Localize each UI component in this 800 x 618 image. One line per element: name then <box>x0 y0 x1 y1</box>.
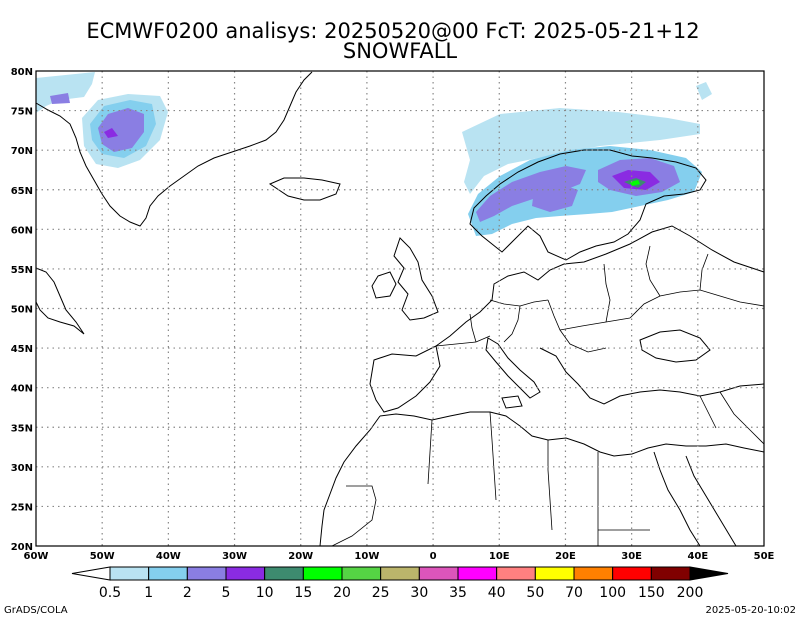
coast-british-isles <box>371 237 439 321</box>
coast-labrador <box>35 267 85 335</box>
lon-tick-label: 10E <box>489 551 510 562</box>
border-western-europe <box>435 263 631 353</box>
map-frame <box>35 70 765 547</box>
lon-tick-label: 60W <box>24 551 49 562</box>
lon-tick-label: 30W <box>222 551 247 562</box>
colorbar-label: 150 <box>638 585 665 601</box>
lat-tick-label: 70N <box>11 146 33 157</box>
colorbar-swatch <box>380 566 420 581</box>
lon-tick-label: 10W <box>354 551 379 562</box>
colorbar-label: 1 <box>144 585 153 601</box>
colorbar-swatch <box>302 566 343 581</box>
snow-area-greenland-nw-core <box>50 93 70 104</box>
lon-tick-label: 20W <box>288 551 313 562</box>
lon-tick-label: 30E <box>621 551 642 562</box>
lat-tick-label: 50N <box>11 305 33 316</box>
colorbar-label: 15 <box>294 585 312 601</box>
snow-area-greenland-nw <box>36 72 95 113</box>
colorbar-swatch <box>225 566 266 581</box>
colorbar-high-triangle <box>689 566 729 581</box>
colorbar-swatch <box>148 566 188 581</box>
colorbar-label: 5 <box>222 585 231 601</box>
lon-tick-label: 50E <box>754 551 775 562</box>
colorbar-swatch <box>650 566 691 581</box>
coast-west-africa <box>319 415 381 547</box>
lat-tick-label: 40N <box>11 384 33 395</box>
snow-area-greenland-east-5 <box>98 108 144 152</box>
axis-tick-labels: 60W 50W 40W 30W 20W 10W 0 10E 20E 30E 40E 50E 80N 75N… <box>11 67 775 562</box>
lon-tick-label: 40W <box>156 551 181 562</box>
lon-tick-label: 0 <box>430 551 437 562</box>
lat-tick-label: 80N <box>11 67 33 78</box>
lat-tick-label: 60N <box>11 225 33 236</box>
lat-tick-label: 45N <box>11 344 33 355</box>
map-panel <box>35 70 765 547</box>
snow-area-arctic-strip <box>696 82 712 100</box>
colorbar-label: 50 <box>526 585 544 601</box>
lon-tick-label: 20E <box>555 551 576 562</box>
snow-area-norwegian-sea <box>462 108 700 194</box>
map-title-line2: SNOWFALL <box>343 39 458 63</box>
border-eastern-europe <box>629 245 765 319</box>
colorbar-label: 20 <box>333 585 351 601</box>
snow-area-greenland-east-10 <box>104 128 118 138</box>
colorbar: 0.5 1 2 5 10 15 20 25 30 35 40 50 70 100 150 200 <box>71 566 729 601</box>
colorbar-swatch <box>341 566 382 581</box>
lat-lon-grid <box>36 71 764 546</box>
colorbar-swatch <box>496 566 536 581</box>
snow-area-kola-20 <box>630 180 640 186</box>
colorbar-label: 40 <box>488 585 506 601</box>
colorbar-swatch <box>109 566 150 581</box>
lat-tick-label: 20N <box>11 542 33 553</box>
snowfall-shading <box>36 72 712 236</box>
colorbar-label: 10 <box>256 585 274 601</box>
lat-tick-label: 30N <box>11 463 33 474</box>
colorbar-swatch <box>457 566 498 581</box>
map-title-line1: ECMWF0200 analisys: 20250520@00 FcT: 202… <box>86 19 699 43</box>
colorbar-label: 70 <box>565 585 583 601</box>
colorbar-label: 25 <box>372 585 390 601</box>
lon-tick-label: 50W <box>90 551 115 562</box>
coast-greenland <box>35 71 313 227</box>
colorbar-label: 100 <box>599 585 626 601</box>
footer-credit: GrADS/COLA <box>4 605 68 616</box>
coast-iberia <box>369 345 441 413</box>
colorbar-label: 30 <box>410 585 428 601</box>
colorbar-swatch <box>573 566 614 581</box>
coast-europe-mainland <box>435 225 765 347</box>
coast-iceland <box>268 177 341 201</box>
snow-area-scandinavia-5 <box>476 166 586 222</box>
coast-scandinavia <box>469 149 707 261</box>
colorbar-label: 35 <box>449 585 467 601</box>
border-north-africa <box>331 411 650 547</box>
colorbar-swatch <box>534 566 575 581</box>
colorbar-label: 200 <box>677 585 704 601</box>
lat-tick-label: 65N <box>11 186 33 197</box>
coast-italy <box>485 337 541 409</box>
colorbar-swatch <box>612 566 652 581</box>
coast-caspian-black-sea <box>639 329 711 363</box>
border-middle-east <box>699 391 765 445</box>
colorbar-swatch <box>418 566 459 581</box>
colorbar-low-triangle <box>71 566 111 581</box>
colorbar-swatch <box>264 566 304 581</box>
national-borders <box>331 245 765 547</box>
lat-tick-label: 75N <box>11 107 33 118</box>
lon-tick-label: 40E <box>687 551 708 562</box>
lat-tick-label: 25N <box>11 502 33 513</box>
snow-area-sweden-5 <box>532 184 578 212</box>
colorbar-label: 2 <box>183 585 192 601</box>
coast-balkans-turkey <box>539 347 765 405</box>
lat-tick-label: 35N <box>11 423 33 434</box>
coast-north-africa <box>379 411 765 457</box>
lat-tick-label: 55N <box>11 265 33 276</box>
colorbar-label: 0.5 <box>99 585 121 601</box>
footer-timestamp: 2025-05-20-10:02 <box>705 605 796 616</box>
colorbar-swatch <box>186 566 227 581</box>
